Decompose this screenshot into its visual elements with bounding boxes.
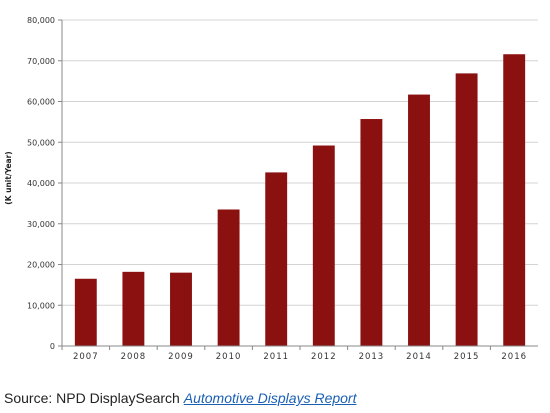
bar-2012	[312, 145, 335, 346]
bar-2015	[455, 73, 478, 346]
x-tick-label: 2010	[216, 352, 242, 362]
bar-2009	[170, 272, 192, 346]
y-tick-label: 50,000	[27, 138, 55, 147]
y-tick-label: 70,000	[27, 57, 55, 66]
y-tick-labels: 0 10,000 20,000 30,000 40,000 50,000 60,000 70,…	[27, 16, 55, 351]
x-tick-label: 2015	[454, 352, 480, 362]
report-link[interactable]: Automotive Displays Report	[183, 390, 357, 406]
y-tick-label: 80,000	[27, 16, 55, 25]
y-tick-label: 20,000	[27, 261, 55, 270]
source-prefix: Source: NPD DisplaySearch	[4, 390, 184, 406]
gridlines	[62, 19, 538, 306]
x-tick-labels: 2007 2008 2009 2010 2011 2012 2013 2014 2015 2016	[73, 352, 527, 362]
x-tick-label: 2016	[501, 352, 527, 362]
x-tick-label: 2013	[359, 352, 385, 362]
bar-chart: 0 10,000 20,000 30,000 40,000 50,000 60,000 70,…	[4, 16, 538, 362]
x-tick-label: 2007	[73, 352, 99, 362]
bars	[74, 54, 526, 347]
bar-2010	[217, 209, 240, 346]
y-tick-label: 40,000	[27, 179, 55, 188]
source-note: Source: NPD DisplaySearch Automotive Dis…	[4, 390, 357, 406]
x-tick-label: 2014	[406, 352, 432, 362]
y-tick-label: 10,000	[27, 301, 55, 310]
axes	[58, 19, 538, 350]
bar-2014	[408, 94, 430, 346]
y-tick-label: 0	[50, 342, 55, 351]
x-tick-label: 2012	[311, 352, 337, 362]
bar-2013	[360, 119, 383, 347]
bar-2007	[74, 278, 97, 346]
y-tick-label: 30,000	[27, 220, 55, 229]
x-tick-label: 2008	[121, 352, 147, 362]
y-axis-label: (K unit/Year)	[4, 151, 13, 204]
y-tick-label: 60,000	[27, 98, 55, 107]
bar-2011	[265, 172, 288, 346]
x-tick-label: 2011	[263, 352, 289, 362]
bar-2016	[503, 54, 526, 346]
x-tick-label: 2009	[168, 352, 194, 362]
bar-2008	[122, 271, 145, 346]
